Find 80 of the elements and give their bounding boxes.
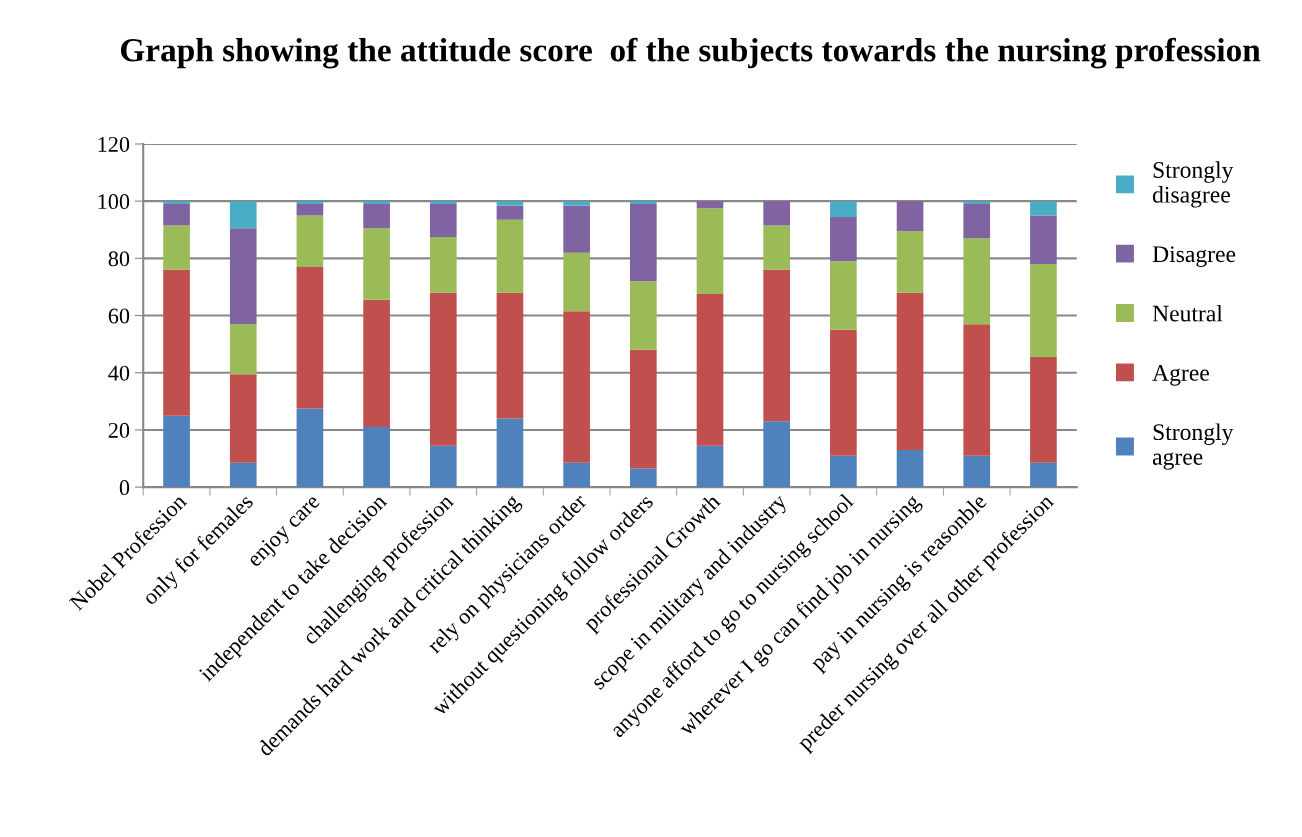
bar: [896, 201, 924, 232]
y-tick-label: 100: [98, 194, 130, 210]
bar: [429, 204, 457, 237]
bar: [763, 421, 791, 488]
bar: [363, 228, 390, 300]
bar: [830, 329, 857, 456]
legend-label: Strongly disagree: [1152, 161, 1234, 208]
bar: [163, 415, 190, 488]
bar: [363, 427, 390, 488]
bar: [830, 201, 857, 217]
chart-title: Graph showing the attitude score of the subjects towards the nursing profession: [120, 37, 1261, 69]
bar: [496, 205, 524, 220]
legend-label: Agree: [1152, 365, 1209, 386]
bar: [296, 408, 324, 488]
bar: [496, 418, 524, 488]
bar: [163, 269, 190, 416]
bar: [229, 228, 257, 325]
bar: [629, 201, 657, 205]
bar: [496, 201, 524, 206]
bar: [429, 201, 457, 205]
bar: [296, 201, 324, 205]
bar: [763, 225, 791, 270]
bar: [963, 238, 991, 325]
y-tick-label: 80: [108, 251, 130, 267]
bar: [229, 201, 257, 229]
y-tick-label: 40: [108, 365, 130, 381]
bar: [830, 455, 857, 488]
bar: [963, 455, 991, 488]
bar: [429, 292, 457, 446]
bar: [163, 204, 190, 226]
bar: [1030, 215, 1057, 265]
bar: [1030, 357, 1057, 463]
legend-label: Neutral: [1152, 304, 1223, 322]
bar: [629, 281, 657, 350]
bar: [629, 204, 657, 282]
bar: [629, 468, 657, 488]
bar: [1030, 462, 1057, 488]
legend-label: Disagree: [1152, 246, 1236, 267]
bar: [296, 266, 324, 409]
bar: [696, 208, 724, 295]
bar: [563, 201, 590, 206]
y-tick-label: 20: [108, 422, 130, 438]
bar: [563, 252, 590, 312]
bar: [363, 204, 390, 229]
bar: [763, 201, 791, 226]
bar: [963, 204, 991, 239]
y-tick-label: 0: [119, 480, 130, 496]
bar: [1030, 201, 1057, 216]
bar: [696, 445, 724, 488]
bar: [963, 201, 991, 205]
bar: [429, 445, 457, 488]
bar: [296, 204, 324, 216]
bar: [296, 215, 324, 267]
bar: [229, 324, 257, 375]
bar: [563, 311, 590, 463]
bar: [229, 462, 257, 488]
bar: [563, 205, 590, 253]
bar: [563, 462, 590, 488]
bar: [763, 269, 791, 422]
bar: [1030, 264, 1057, 358]
bar: [229, 374, 257, 463]
y-tick-label: 60: [108, 308, 130, 324]
bar: [830, 261, 857, 330]
legend-label: Strongly agree: [1152, 423, 1234, 470]
bar: [696, 201, 724, 209]
bar: [896, 292, 924, 450]
bar: [830, 216, 857, 262]
bar: [963, 324, 991, 456]
bar: [496, 219, 524, 293]
bar: [363, 299, 390, 428]
bar: [696, 294, 724, 446]
bar: [363, 201, 390, 205]
bar: [163, 225, 190, 270]
bar: [496, 292, 524, 419]
y-tick-label: 120: [98, 136, 130, 152]
bar: [163, 201, 190, 205]
bar: [896, 231, 924, 293]
bar: [896, 449, 924, 488]
bar: [429, 236, 457, 293]
bar: [629, 349, 657, 469]
